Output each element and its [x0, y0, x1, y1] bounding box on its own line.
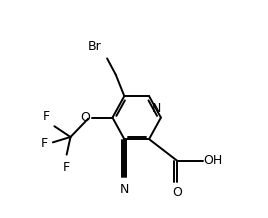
Text: O: O	[172, 186, 182, 199]
Text: F: F	[41, 137, 48, 150]
Text: N: N	[152, 102, 161, 115]
Text: F: F	[63, 161, 70, 174]
Text: O: O	[80, 111, 90, 124]
Text: N: N	[120, 183, 129, 196]
Text: Br: Br	[88, 40, 102, 53]
Text: OH: OH	[204, 154, 223, 167]
Text: F: F	[43, 110, 50, 123]
